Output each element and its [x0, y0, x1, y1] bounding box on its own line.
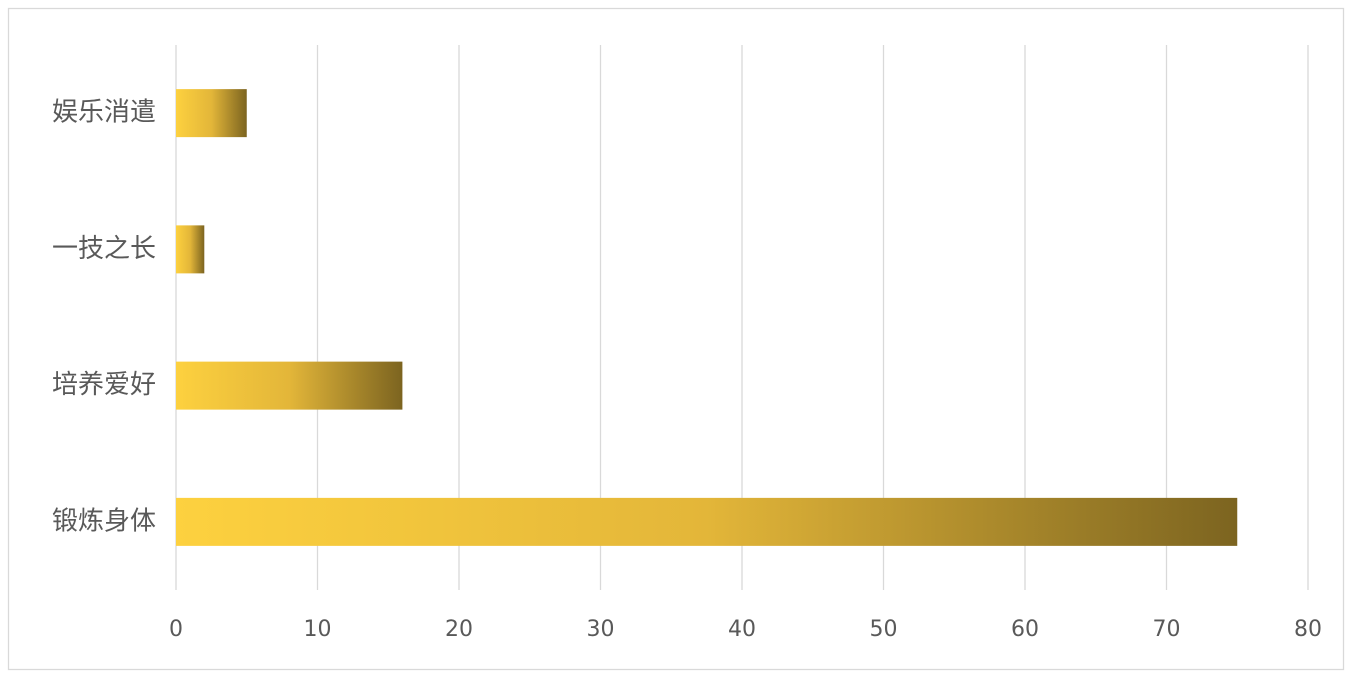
y-tick-label: 一技之长 [52, 234, 156, 264]
x-tick-label: 20 [445, 617, 473, 642]
bar [176, 497, 1238, 546]
x-tick-label: 50 [870, 617, 898, 642]
x-tick-label: 30 [587, 617, 615, 642]
x-tick-label: 80 [1294, 617, 1322, 642]
bar [176, 89, 247, 138]
x-tick-label: 60 [1011, 617, 1039, 642]
y-tick-label: 锻炼身体 [52, 506, 156, 536]
x-tick-label: 10 [304, 617, 332, 642]
bar [176, 361, 403, 410]
x-tick-label: 70 [1153, 617, 1181, 642]
x-tick-label: 0 [169, 617, 183, 642]
bar [176, 225, 205, 274]
y-tick-label: 娱乐消遣 [52, 98, 156, 128]
y-tick-label: 培养爱好 [52, 370, 156, 400]
x-tick-label: 40 [728, 617, 756, 642]
